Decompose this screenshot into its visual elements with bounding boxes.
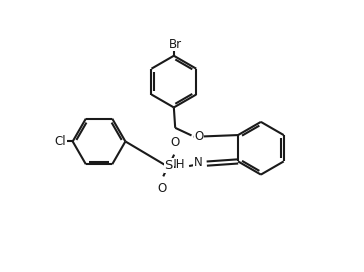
Text: Br: Br	[169, 38, 182, 51]
Text: N: N	[194, 156, 203, 169]
Text: S: S	[165, 159, 173, 172]
Text: Cl: Cl	[54, 135, 66, 148]
Text: O: O	[171, 136, 180, 149]
Text: O: O	[158, 182, 167, 195]
Text: NH: NH	[167, 159, 185, 171]
Text: O: O	[194, 129, 203, 143]
